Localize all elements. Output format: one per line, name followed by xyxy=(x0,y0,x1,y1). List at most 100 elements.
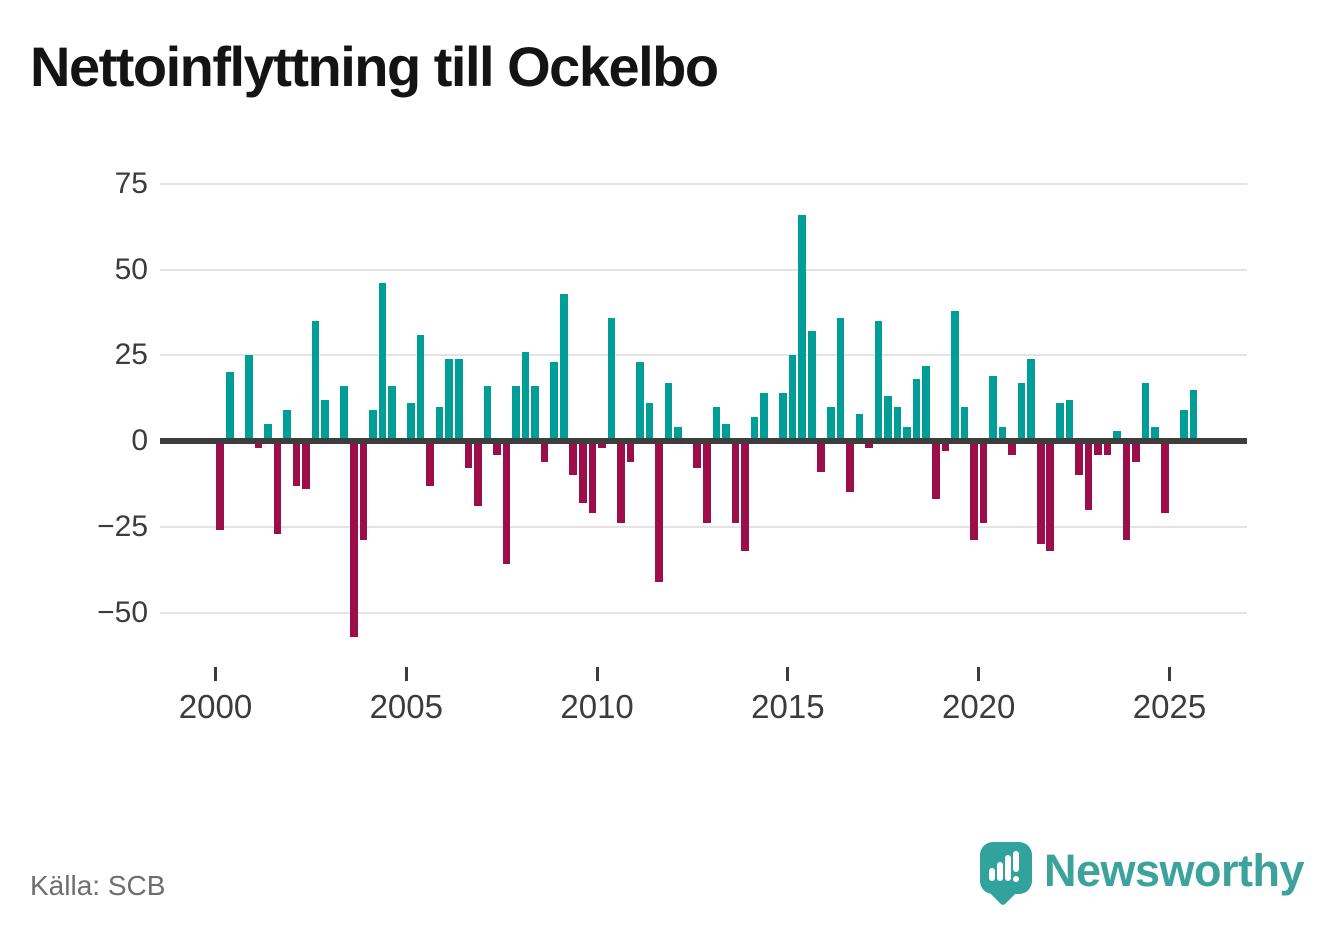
bar-2000-q73 xyxy=(912,379,921,441)
bar-2000-q54 xyxy=(731,441,740,524)
bar-2000-q32 xyxy=(521,351,530,441)
bar-2000-q67 xyxy=(855,413,864,441)
x-axis-tick xyxy=(404,667,408,681)
bar-2000-q35 xyxy=(550,362,558,441)
bar-2000-q37 xyxy=(569,441,578,476)
bar-2000-q38 xyxy=(578,441,587,503)
bar-2000-q39 xyxy=(588,441,597,514)
bar-2000-q28 xyxy=(483,386,492,441)
bar-2000-q93 xyxy=(1103,441,1112,455)
bar-2000-q4 xyxy=(254,441,263,448)
bar-2000-q76 xyxy=(941,441,950,452)
bar-2000-q79 xyxy=(970,441,978,541)
bar-2000-q8 xyxy=(292,441,301,486)
bar-2000-q15 xyxy=(359,441,368,541)
x-axis-tick-label: 2010 xyxy=(560,688,634,725)
bar-2000-q17 xyxy=(378,283,387,441)
bar-2000-q70 xyxy=(884,396,892,441)
x-axis-tick-label: 2015 xyxy=(751,688,825,725)
x-axis-tick xyxy=(1168,667,1171,681)
bar-2000-q91 xyxy=(1084,441,1093,510)
bar-2000-q88 xyxy=(1055,403,1064,441)
bar-2000-q89 xyxy=(1065,399,1074,441)
bar-2000-q71 xyxy=(893,406,902,441)
bar-2000-q9 xyxy=(302,441,310,490)
x-axis-tick-label: 2005 xyxy=(369,688,443,725)
bar-2000-q102 xyxy=(1189,389,1198,441)
bar-2000-q41 xyxy=(607,317,616,441)
bar-2000-q3 xyxy=(245,355,253,441)
x-axis-tick xyxy=(977,667,981,681)
bar-2000-q52 xyxy=(712,406,721,441)
bar-2000-q16 xyxy=(369,410,377,441)
logo-bar-icon xyxy=(989,868,995,881)
bar-2000-q34 xyxy=(540,441,549,462)
bar-2000-q61 xyxy=(798,214,806,441)
bar-2000-q69 xyxy=(874,320,883,441)
y-axis-tick-label: 75 xyxy=(114,166,148,200)
bar-2000-q82 xyxy=(998,427,1007,441)
bar-2000-q87 xyxy=(1046,441,1055,551)
bar-2000-q75 xyxy=(931,441,940,500)
bar-2000-q33 xyxy=(531,386,539,441)
bar-2000-q92 xyxy=(1094,441,1102,455)
bar-2000-q40 xyxy=(598,441,606,448)
gridline xyxy=(160,611,1247,614)
bar-2000-q101 xyxy=(1180,410,1188,441)
x-axis-tick-label: 2025 xyxy=(1132,688,1207,725)
bar-2000-q23 xyxy=(435,406,444,441)
bar-2000-q0 xyxy=(216,441,225,531)
bar-2000-q84 xyxy=(1017,382,1026,441)
bar-2000-q68 xyxy=(865,441,873,448)
x-axis-tick-label: 2020 xyxy=(941,688,1016,725)
y-axis-tick-label: 0 xyxy=(131,424,148,457)
logo-exclamation-icon xyxy=(1013,851,1019,872)
x-axis-tick xyxy=(595,667,599,681)
x-axis-tick-label: 2000 xyxy=(178,688,253,725)
bar-2000-q48 xyxy=(674,427,682,441)
bar-2000-q90 xyxy=(1075,441,1083,476)
bar-2000-q62 xyxy=(807,331,816,441)
bar-2000-q45 xyxy=(645,403,654,441)
x-axis-tick xyxy=(214,667,217,681)
bar-2000-q80 xyxy=(979,441,988,524)
bar-2000-q31 xyxy=(512,386,520,441)
bar-chart-icon xyxy=(980,842,1032,894)
bar-2000-q50 xyxy=(693,441,702,469)
bar-2000-q11 xyxy=(321,399,329,441)
logo-wordmark: Newsworthy xyxy=(1044,845,1305,896)
bar-2000-q5 xyxy=(264,423,272,441)
zero-axis-line xyxy=(160,438,1247,444)
bar-2000-q42 xyxy=(617,441,625,524)
bar-2000-q86 xyxy=(1036,441,1045,544)
bar-2000-q7 xyxy=(283,410,291,441)
bar-2000-q64 xyxy=(827,406,835,441)
bar-2000-q63 xyxy=(817,441,826,472)
bar-2000-q96 xyxy=(1132,441,1140,462)
bar-2000-q81 xyxy=(989,375,997,441)
logo-exclamation-dot-icon xyxy=(1013,876,1019,882)
bar-2000-q53 xyxy=(722,423,730,441)
bar-2000-q77 xyxy=(951,310,959,441)
gridline xyxy=(160,354,1247,357)
bar-2000-q47 xyxy=(664,382,673,441)
source-label: Källa: SCB xyxy=(30,870,166,901)
bar-2000-q21 xyxy=(416,334,425,441)
bar-2000-q78 xyxy=(960,406,969,441)
bar-2000-q43 xyxy=(626,441,635,462)
bar-2000-q27 xyxy=(474,441,482,507)
newsworthy-logo: Newsworthy xyxy=(980,842,1320,912)
bar-2000-q57 xyxy=(760,392,768,441)
bar-2000-q25 xyxy=(454,358,463,441)
bar-2000-q29 xyxy=(493,441,501,455)
bar-2000-q72 xyxy=(903,427,911,441)
logo-bar-icon xyxy=(997,862,1003,881)
bar-2000-q6 xyxy=(273,441,282,534)
bar-2000-q14 xyxy=(350,441,358,637)
bar-2000-q46 xyxy=(655,441,663,582)
bar-2000-q99 xyxy=(1160,441,1169,514)
bar-2000-q18 xyxy=(388,386,396,441)
bar-2000-q20 xyxy=(407,403,415,441)
gridline xyxy=(160,182,1247,185)
